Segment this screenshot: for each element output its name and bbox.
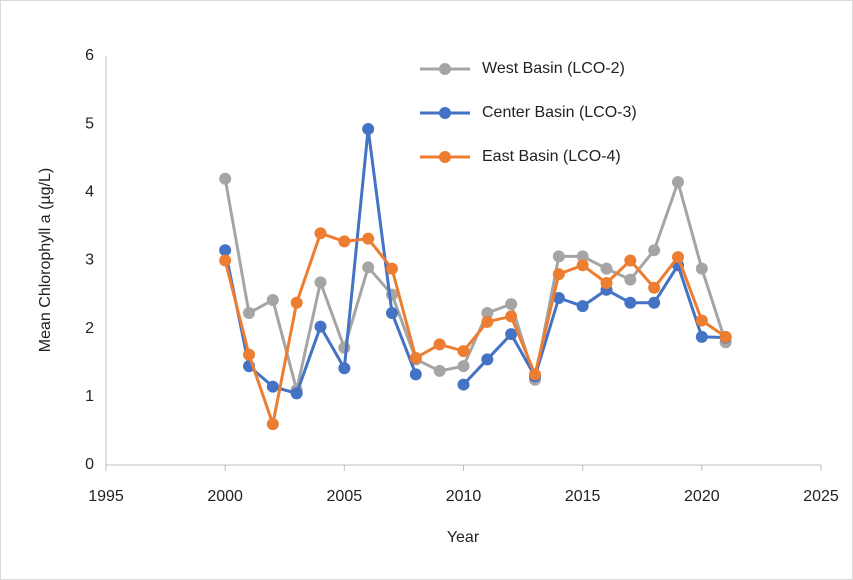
- legend-label: West Basin (LCO-2): [482, 60, 625, 77]
- data-point: [338, 362, 351, 375]
- data-point: [266, 380, 279, 393]
- data-point: [433, 364, 446, 377]
- data-point: [314, 227, 327, 240]
- data-point: [695, 330, 708, 343]
- legend-marker: [439, 63, 451, 75]
- y-tick-label: 3: [85, 252, 94, 269]
- x-tick-label: 2025: [803, 488, 839, 505]
- data-point: [457, 360, 470, 373]
- data-point: [481, 353, 494, 366]
- x-tick-label: 2015: [565, 488, 601, 505]
- y-tick-label: 5: [85, 115, 94, 132]
- y-tick-label: 6: [85, 47, 94, 64]
- legend-label: East Basin (LCO-4): [482, 148, 621, 165]
- data-point: [648, 244, 661, 257]
- data-point: [624, 296, 637, 309]
- data-point: [219, 244, 232, 257]
- data-point: [409, 368, 422, 381]
- data-point: [719, 330, 732, 343]
- data-point: [362, 261, 375, 274]
- legend-label: Center Basin (LCO-3): [482, 104, 637, 121]
- x-tick-label: 2000: [207, 488, 243, 505]
- data-point: [600, 262, 613, 275]
- data-point: [672, 176, 684, 189]
- data-point: [624, 254, 637, 267]
- y-tick-label: 4: [85, 184, 94, 201]
- x-tick-label: 2020: [684, 488, 720, 505]
- data-point: [552, 291, 565, 304]
- data-point: [505, 298, 518, 311]
- data-point: [529, 368, 541, 381]
- data-point: [409, 351, 422, 364]
- data-point: [576, 259, 589, 272]
- data-point: [386, 306, 398, 319]
- x-tick-label: 1995: [88, 488, 124, 505]
- data-point: [457, 378, 470, 391]
- data-point: [314, 320, 327, 333]
- legend-marker: [439, 151, 451, 163]
- data-point: [457, 345, 470, 358]
- data-point: [648, 296, 661, 309]
- data-point: [648, 281, 661, 294]
- data-point: [552, 268, 565, 281]
- data-point: [481, 306, 494, 319]
- data-point: [386, 262, 398, 275]
- data-point: [314, 276, 327, 289]
- data-point: [338, 341, 351, 354]
- data-point: [624, 273, 637, 286]
- series-line: [223, 177, 728, 391]
- data-point: [362, 122, 375, 135]
- series-line: [223, 231, 727, 430]
- data-point: [695, 314, 708, 327]
- data-point: [290, 387, 303, 400]
- y-tick-label: 1: [85, 388, 94, 405]
- y-tick-label: 2: [85, 320, 94, 337]
- data-point: [505, 328, 518, 341]
- y-axis-label: Mean Chlorophyll a (µg/L): [37, 168, 54, 352]
- data-point: [266, 294, 279, 307]
- legend-marker: [439, 107, 451, 119]
- data-point: [266, 418, 279, 431]
- data-point: [290, 296, 303, 309]
- x-axis-label: Year: [447, 529, 480, 546]
- data-point: [672, 251, 684, 264]
- data-point: [362, 232, 375, 245]
- data-point: [219, 172, 232, 185]
- data-point: [695, 262, 708, 275]
- y-tick-label: 0: [85, 456, 94, 473]
- data-point: [576, 250, 589, 263]
- x-tick-label: 2005: [327, 488, 363, 505]
- data-point: [552, 250, 565, 263]
- data-point: [576, 300, 589, 313]
- data-point: [433, 338, 446, 351]
- data-point: [600, 276, 613, 289]
- data-point: [481, 315, 494, 328]
- data-point: [243, 348, 255, 361]
- data-point: [219, 254, 232, 267]
- data-point: [505, 310, 518, 323]
- data-point: [243, 306, 255, 319]
- x-tick-label: 2010: [446, 488, 482, 505]
- data-point: [338, 235, 351, 248]
